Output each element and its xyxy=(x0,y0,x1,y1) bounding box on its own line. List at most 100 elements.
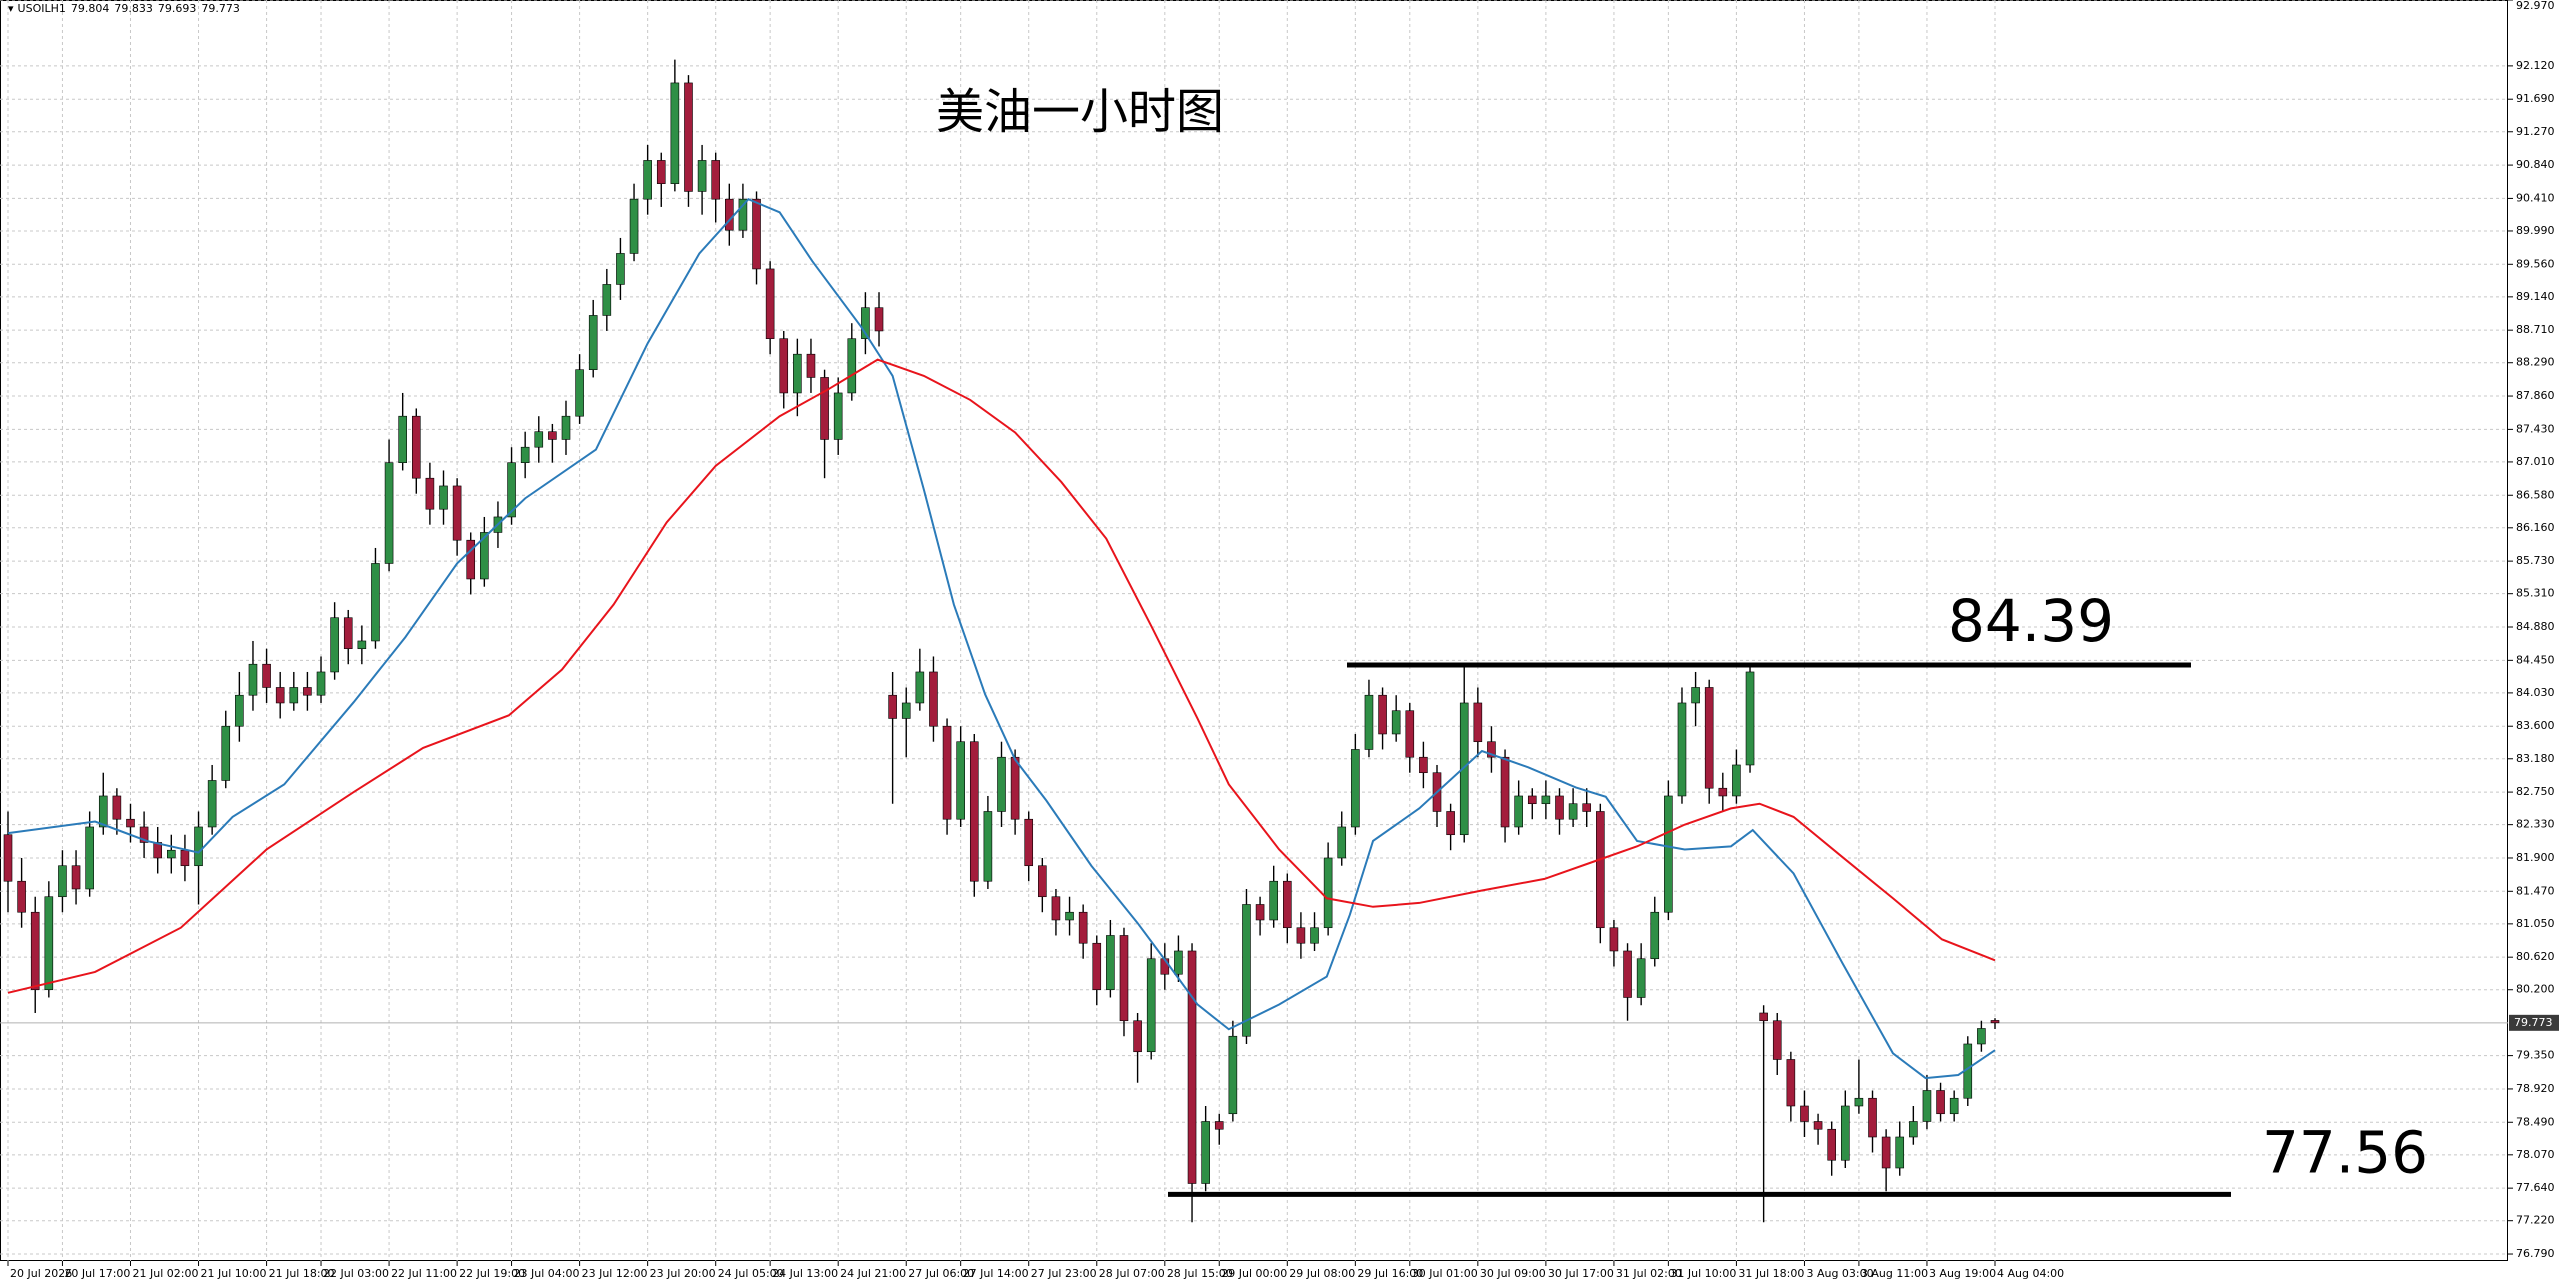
x-tick-label: 29 Jul 16:00 xyxy=(1357,1267,1423,1280)
y-tick-label: 79.350 xyxy=(2516,1049,2555,1062)
candle-body xyxy=(3,834,13,882)
candle-body xyxy=(847,338,857,394)
candle-body xyxy=(1133,1020,1142,1053)
x-tick-label: 27 Jul 06:00 xyxy=(908,1267,974,1280)
x-tick-label: 3 Aug 11:00 xyxy=(1861,1267,1928,1280)
candle-body xyxy=(1228,1035,1238,1115)
candle-body xyxy=(425,477,435,510)
candle-body xyxy=(534,431,544,448)
candle-body xyxy=(752,198,761,270)
y-tick-label: 78.070 xyxy=(2516,1148,2555,1161)
candle-body xyxy=(1772,1020,1782,1060)
y-tick-label: 89.990 xyxy=(2516,224,2555,237)
candle-body xyxy=(983,811,993,882)
candle-body xyxy=(1487,741,1496,758)
candle-body xyxy=(1051,896,1061,921)
candle-body xyxy=(1609,927,1619,952)
candle-body xyxy=(248,663,258,696)
candle-body xyxy=(1364,694,1374,750)
candle-body xyxy=(861,307,870,339)
y-tick-label: 87.430 xyxy=(2516,422,2555,435)
candle-body xyxy=(303,687,312,696)
candle-body xyxy=(357,640,367,650)
candle-body xyxy=(1378,694,1387,735)
candle-body xyxy=(1459,702,1469,836)
candle-body xyxy=(1827,1128,1836,1161)
candle-body xyxy=(874,307,884,332)
candle-body xyxy=(17,880,26,913)
candle-body xyxy=(738,198,748,231)
y-tick-label: 84.450 xyxy=(2516,653,2555,666)
candle-body xyxy=(71,865,81,890)
candle-body xyxy=(1568,803,1578,820)
candle-body xyxy=(316,671,326,696)
moving-average-line xyxy=(7,358,1996,994)
candle-body xyxy=(643,160,652,200)
candle-body xyxy=(1473,702,1483,743)
candle-body xyxy=(575,369,584,417)
candle-body xyxy=(561,415,571,440)
y-tick-label: 81.470 xyxy=(2516,884,2555,897)
header-symbol: USOILH1 xyxy=(18,2,66,15)
candle-body xyxy=(765,268,775,339)
y-tick-label: 84.030 xyxy=(2516,686,2555,699)
candle-body xyxy=(1527,795,1537,805)
candle-body xyxy=(684,82,693,192)
candle-body xyxy=(221,725,231,781)
candle-body xyxy=(588,315,598,370)
x-tick-label: 30 Jul 09:00 xyxy=(1480,1267,1546,1280)
y-tick-label: 80.620 xyxy=(2516,950,2555,963)
candle-body xyxy=(1718,787,1728,797)
x-tick-label: 27 Jul 14:00 xyxy=(963,1267,1029,1280)
header-arrow: ▾ xyxy=(8,2,14,15)
candle-body xyxy=(1419,756,1428,774)
candle-body xyxy=(139,826,149,843)
header-close: 79.773 xyxy=(201,2,240,15)
candle-body xyxy=(997,756,1006,812)
candle-body xyxy=(1854,1097,1864,1107)
candle-body xyxy=(85,826,94,890)
candle-body xyxy=(602,284,612,316)
last-price-tag xyxy=(2509,1014,2559,1031)
candle-body xyxy=(793,353,802,394)
y-tick-label: 78.920 xyxy=(2516,1082,2555,1095)
x-tick-label: 31 Jul 02:00 xyxy=(1616,1267,1682,1280)
y-tick-label: 83.600 xyxy=(2516,719,2555,732)
x-tick-label: 3 Aug 19:00 xyxy=(1929,1267,1996,1280)
y-tick-label: 88.710 xyxy=(2516,323,2555,336)
candle-body xyxy=(411,415,421,479)
candle-body xyxy=(289,687,299,704)
candle-body xyxy=(1065,911,1074,921)
x-tick-label: 29 Jul 00:00 xyxy=(1221,1267,1287,1280)
y-tick-label: 83.180 xyxy=(2516,752,2555,765)
x-tick-label: 20 Jul 2026 xyxy=(10,1267,72,1280)
candle-body xyxy=(901,702,911,719)
candle-body xyxy=(1677,702,1687,797)
candle-body xyxy=(1283,880,1292,929)
candle-body xyxy=(670,82,680,184)
x-tick-label: 22 Jul 03:00 xyxy=(323,1267,389,1280)
y-tick-label: 77.220 xyxy=(2516,1214,2555,1227)
x-tick-label: 31 Jul 18:00 xyxy=(1738,1267,1804,1280)
y-tick-label: 87.860 xyxy=(2516,389,2555,402)
candle-body xyxy=(1623,950,1632,998)
level-label: 84.39 xyxy=(1948,587,2114,655)
candle-body xyxy=(371,563,380,642)
candle-body xyxy=(1936,1090,1945,1115)
candle-body xyxy=(126,818,135,828)
candle-body xyxy=(1146,958,1156,1053)
candle-body xyxy=(929,671,938,727)
x-tick-label: 20 Jul 17:00 xyxy=(64,1267,130,1280)
x-tick-label: 22 Jul 19:00 xyxy=(459,1267,525,1280)
x-tick-label: 24 Jul 05:00 xyxy=(718,1267,784,1280)
y-tick-label: 80.200 xyxy=(2516,983,2555,996)
candle-body xyxy=(888,694,897,719)
x-tick-label: 3 Aug 03:00 xyxy=(1806,1267,1873,1280)
candle-body xyxy=(480,532,489,580)
marks xyxy=(3,59,2000,1223)
y-tick-label: 85.310 xyxy=(2516,587,2555,600)
candle-body xyxy=(58,865,67,898)
x-tick-label: 28 Jul 15:00 xyxy=(1167,1267,1233,1280)
